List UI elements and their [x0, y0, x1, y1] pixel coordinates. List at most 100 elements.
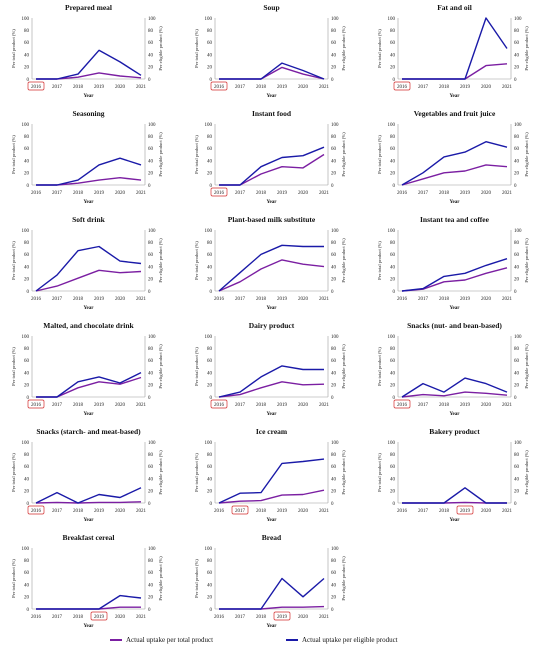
y-tick-label-left: 40: [24, 53, 30, 58]
y-tick-label-right: 60: [331, 359, 337, 364]
x-tick-label: 2021: [502, 297, 513, 302]
y-tick-label-left: 80: [207, 29, 213, 34]
chart-title: Bread: [262, 533, 282, 542]
series-line-total: [401, 267, 508, 292]
y-tick-label-right: 20: [331, 66, 337, 71]
highlight-year-box: [456, 505, 474, 515]
x-tick-label: 2016: [397, 191, 408, 196]
y-tick-label-left: 100: [22, 17, 30, 22]
x-tick-label: 2020: [115, 509, 126, 514]
y-tick-label-right: 60: [331, 465, 337, 470]
x-tick-label: 2016: [214, 509, 225, 514]
y-tick-label-left: 20: [207, 596, 213, 601]
y-axis-title-right: Per eligible product (%): [341, 450, 346, 495]
y-tick-label-right: 60: [331, 41, 337, 46]
x-tick-label: 2019: [460, 403, 471, 408]
x-tick-label: 2019: [277, 403, 288, 408]
y-tick-label-left: 40: [207, 53, 213, 58]
y-tick-label-left: 40: [207, 583, 213, 588]
x-axis-title: Year: [84, 624, 95, 629]
legend-item-eligible: Actual uptake per eligible product: [286, 636, 398, 644]
y-tick-label-left: 60: [24, 253, 30, 258]
x-tick-label: 2021: [136, 191, 147, 196]
y-tick-label-right: 0: [148, 608, 151, 613]
y-axis-title-right: Per eligible product (%): [158, 132, 163, 177]
y-tick-label-left: 20: [24, 278, 30, 283]
highlight-year-box: [393, 399, 411, 409]
y-axis-title-right: Per eligible product (%): [341, 344, 346, 389]
y-tick-label-left: 60: [390, 253, 396, 258]
y-tick-label-left: 40: [24, 477, 30, 482]
y-tick-label-right: 80: [148, 29, 154, 34]
y-tick-label-right: 60: [514, 465, 520, 470]
x-tick-label: 2021: [319, 615, 330, 620]
y-tick-label-right: 100: [514, 335, 522, 340]
x-tick-label: 2021: [319, 509, 330, 514]
y-axis-title-left: Per total product (%): [194, 29, 199, 68]
chart-title: Ice cream: [256, 427, 288, 436]
x-tick-label: 2018: [73, 297, 84, 302]
y-axis-title-right: Per eligible product (%): [524, 132, 529, 177]
y-tick-label-right: 0: [514, 502, 517, 507]
series-line-total: [218, 259, 325, 292]
y-axis-title-left: Per total product (%): [377, 135, 382, 174]
x-tick-label: 2017: [418, 403, 429, 408]
y-tick-label-left: 100: [22, 229, 30, 234]
x-tick-label: 2016: [397, 403, 408, 408]
x-axis-title: Year: [267, 200, 278, 205]
y-axis-title-left: Per total product (%): [377, 347, 382, 386]
x-tick-label: 2020: [115, 615, 126, 620]
x-tick-label: 2016: [397, 297, 408, 302]
x-tick-label: 2019: [94, 191, 105, 196]
series-line-eligible: [401, 141, 508, 186]
y-tick-label-right: 20: [148, 490, 154, 495]
highlight-year-box: [393, 81, 411, 91]
x-tick-label: 2018: [439, 403, 450, 408]
y-tick-label-left: 100: [388, 123, 396, 128]
y-tick-label-right: 40: [331, 477, 337, 482]
y-tick-label-left: 80: [24, 135, 30, 140]
x-tick-label: 2019: [277, 615, 288, 620]
x-tick-label: 2017: [235, 297, 246, 302]
chart-title: Instant tea and coffee: [420, 215, 490, 224]
y-tick-label-left: 40: [390, 477, 396, 482]
x-tick-label: 2016: [397, 509, 408, 514]
series-line-eligible: [219, 577, 325, 610]
y-tick-label-left: 20: [390, 384, 396, 389]
y-tick-label-right: 20: [514, 66, 520, 71]
x-tick-label: 2016: [31, 85, 42, 90]
series-line-eligible: [36, 49, 142, 80]
series-line-eligible: [219, 62, 325, 80]
y-tick-label-left: 0: [210, 502, 213, 507]
y-tick-label-right: 60: [514, 359, 520, 364]
y-tick-label-left: 20: [390, 172, 396, 177]
series-line-total: [35, 269, 142, 292]
y-tick-label-left: 20: [24, 384, 30, 389]
y-tick-label-right: 20: [514, 384, 520, 389]
x-tick-label: 2016: [397, 85, 408, 90]
y-tick-label-right: 40: [514, 371, 520, 376]
chart-title: Plant-based milk substitute: [228, 215, 316, 224]
y-tick-label-right: 20: [148, 384, 154, 389]
x-tick-label: 2017: [52, 615, 63, 620]
x-tick-label: 2018: [256, 297, 267, 302]
y-tick-label-left: 20: [24, 596, 30, 601]
x-tick-label: 2021: [502, 85, 513, 90]
highlight-year-box: [231, 505, 249, 515]
chart-title: Soft drink: [72, 215, 106, 224]
x-tick-label: 2019: [277, 85, 288, 90]
x-tick-label: 2021: [319, 191, 330, 196]
y-tick-label-left: 40: [24, 265, 30, 270]
chart-title: Seasoning: [72, 109, 104, 118]
x-tick-label: 2018: [439, 509, 450, 514]
y-tick-label-right: 40: [514, 265, 520, 270]
x-tick-label: 2020: [298, 297, 309, 302]
y-tick-label-left: 60: [207, 41, 213, 46]
x-axis-title: Year: [267, 306, 278, 311]
legend: Actual uptake per total product Actual u…: [0, 636, 550, 651]
y-tick-label-right: 0: [331, 502, 334, 507]
